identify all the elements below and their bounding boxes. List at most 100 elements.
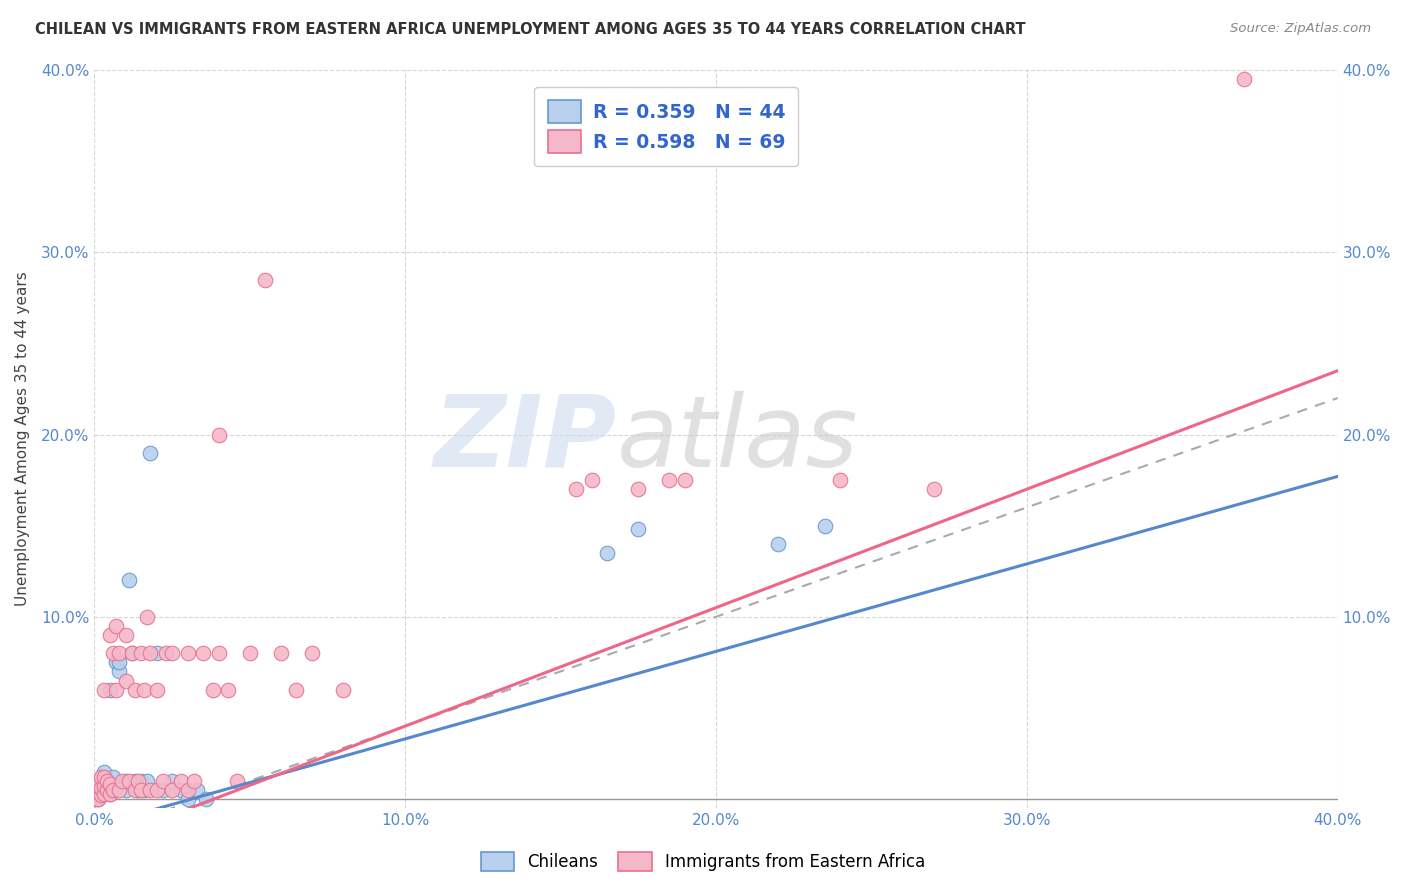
Point [118,574,141,588]
Point [596,546,619,560]
Point [83,792,105,806]
Point [118,773,141,788]
Point [96,773,118,788]
Point [239,646,262,660]
Point [114,628,136,642]
Point [145,782,167,797]
Point [193,646,215,660]
Point [658,473,681,487]
Point [101,782,124,797]
Point [108,665,131,679]
Point [96,773,118,788]
Point [86,779,108,793]
Point [170,782,193,797]
Point [134,682,156,697]
Point [98,787,121,801]
Point [124,773,146,788]
Point [170,773,193,788]
Point [105,682,128,697]
Point [145,682,167,697]
Y-axis label: Unemployment Among Ages 35 to 44 years: Unemployment Among Ages 35 to 44 years [15,272,30,607]
Point [90,782,112,797]
Point [139,446,162,460]
Point [160,782,183,797]
Point [101,782,124,797]
Point [86,785,108,799]
Point [136,609,159,624]
Text: atlas: atlas [617,391,858,488]
Point [254,272,277,286]
Point [93,779,115,793]
Point [108,655,131,669]
Point [93,787,115,801]
Text: ZIP: ZIP [433,391,617,488]
Point [124,782,146,797]
Point [208,427,231,442]
Point [1233,72,1256,87]
Point [177,792,200,806]
Point [155,646,177,660]
Point [93,682,115,697]
Point [101,646,124,660]
Point [332,682,354,697]
Point [217,682,239,697]
Point [285,682,308,697]
Point [105,655,128,669]
Point [270,646,292,660]
Point [108,646,131,660]
Point [90,780,112,795]
Point [86,787,108,801]
Point [814,518,837,533]
Legend: R = 0.359   N = 44, R = 0.598   N = 69: R = 0.359 N = 44, R = 0.598 N = 69 [534,87,799,166]
Point [139,646,162,660]
Point [129,782,152,797]
Point [86,792,108,806]
Point [136,773,159,788]
Text: Source: ZipAtlas.com: Source: ZipAtlas.com [1230,22,1371,36]
Point [114,673,136,688]
Point [152,773,174,788]
Point [86,780,108,795]
Legend: Chileans, Immigrants from Eastern Africa: Chileans, Immigrants from Eastern Africa [472,843,934,880]
Point [83,780,105,795]
Point [127,782,149,797]
Point [121,646,143,660]
Point [83,792,105,806]
Point [922,482,945,496]
Point [86,792,108,806]
Point [83,789,105,803]
Point [93,770,115,784]
Point [673,473,696,487]
Point [226,773,249,788]
Point [139,782,162,797]
Point [101,770,124,784]
Point [96,782,118,797]
Point [93,787,115,801]
Point [83,787,105,801]
Point [86,777,108,791]
Point [186,782,208,797]
Point [183,773,205,788]
Point [114,773,136,788]
Point [83,782,105,797]
Point [98,787,121,801]
Point [134,782,156,797]
Point [127,773,149,788]
Point [160,646,183,660]
Point [177,646,200,660]
Point [98,628,121,642]
Point [129,773,152,788]
Point [195,792,218,806]
Point [581,473,603,487]
Point [96,782,118,797]
Point [766,537,789,551]
Point [93,779,115,793]
Point [98,777,121,791]
Point [90,773,112,788]
Point [177,782,200,797]
Point [90,789,112,803]
Point [565,482,588,496]
Point [114,782,136,797]
Point [627,522,650,536]
Point [145,646,167,660]
